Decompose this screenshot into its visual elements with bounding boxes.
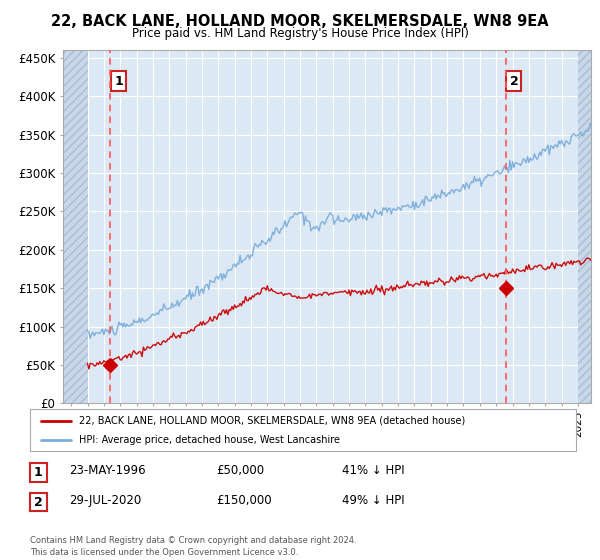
Text: Price paid vs. HM Land Registry's House Price Index (HPI): Price paid vs. HM Land Registry's House …	[131, 27, 469, 40]
Text: 1: 1	[34, 466, 43, 479]
Bar	[578, 50, 591, 403]
Text: 22, BACK LANE, HOLLAND MOOR, SKELMERSDALE, WN8 9EA (detached house): 22, BACK LANE, HOLLAND MOOR, SKELMERSDAL…	[79, 416, 466, 426]
Text: £150,000: £150,000	[216, 494, 272, 507]
Text: 49% ↓ HPI: 49% ↓ HPI	[342, 494, 404, 507]
Text: 23-MAY-1996: 23-MAY-1996	[69, 464, 146, 478]
Text: Contains HM Land Registry data © Crown copyright and database right 2024.
This d: Contains HM Land Registry data © Crown c…	[30, 536, 356, 557]
Text: 1: 1	[115, 74, 123, 87]
Text: 2: 2	[34, 496, 43, 508]
Text: 22, BACK LANE, HOLLAND MOOR, SKELMERSDALE, WN8 9EA: 22, BACK LANE, HOLLAND MOOR, SKELMERSDAL…	[51, 14, 549, 29]
Text: HPI: Average price, detached house, West Lancashire: HPI: Average price, detached house, West…	[79, 435, 340, 445]
Text: £50,000: £50,000	[216, 464, 264, 478]
Text: 29-JUL-2020: 29-JUL-2020	[69, 494, 141, 507]
Bar	[63, 50, 88, 403]
Text: 2: 2	[509, 74, 518, 87]
Text: 41% ↓ HPI: 41% ↓ HPI	[342, 464, 404, 478]
